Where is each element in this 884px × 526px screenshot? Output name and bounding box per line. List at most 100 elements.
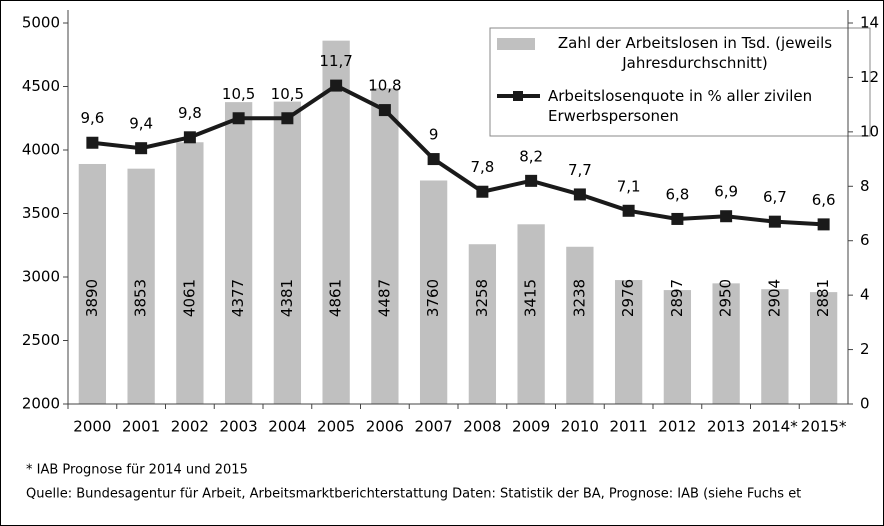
marker xyxy=(768,215,781,228)
x-tick-label: 2004 xyxy=(268,418,306,436)
bar xyxy=(614,280,643,404)
y-tick-label: 2000 xyxy=(22,395,60,413)
x-tick-label: 2007 xyxy=(415,418,453,436)
bar xyxy=(273,101,302,404)
x-tick-label: 2003 xyxy=(220,418,258,436)
line-value-label: 6,8 xyxy=(665,185,689,203)
bar-value-label: 4381 xyxy=(278,279,296,317)
x-tick-label: 2006 xyxy=(366,418,404,436)
bar xyxy=(517,224,545,404)
marker xyxy=(86,136,99,149)
y-tick-label: 4500 xyxy=(22,77,60,95)
line-value-label: 6,7 xyxy=(763,188,787,206)
y-tick-label: 3000 xyxy=(22,268,60,286)
x-tick-label: 2015* xyxy=(801,418,847,436)
x-tick-label: 2008 xyxy=(463,418,501,436)
bar-value-label: 3760 xyxy=(424,279,442,317)
marker xyxy=(817,218,830,231)
line-value-label: 10,8 xyxy=(368,77,401,95)
bar-value-label: 4377 xyxy=(229,279,247,317)
bar xyxy=(176,142,204,405)
y2-tick-label: 2 xyxy=(860,340,870,358)
line-value-label: 9,6 xyxy=(80,109,104,127)
x-tick-label: 2010 xyxy=(561,418,599,436)
x-tick-label: 2005 xyxy=(317,418,355,436)
x-tick-label: 2013 xyxy=(707,418,745,436)
line xyxy=(92,83,824,227)
bar xyxy=(419,180,448,404)
line-value-label: 7,7 xyxy=(568,161,592,179)
line-value-label: 8,2 xyxy=(519,147,543,165)
x-tick-label: 2014* xyxy=(752,418,798,436)
legend-bar-swatch xyxy=(497,38,535,50)
line-value-label: 9 xyxy=(429,126,439,144)
bar-value-label: 4861 xyxy=(327,279,345,317)
marker xyxy=(671,212,684,225)
x-tick-label: 2011 xyxy=(610,418,648,436)
line-value-label: 7,8 xyxy=(470,158,494,176)
y2-tick-label: 12 xyxy=(860,68,879,86)
y2-tick-label: 4 xyxy=(860,286,870,304)
y-tick-label: 4000 xyxy=(22,141,60,159)
bar xyxy=(663,290,692,404)
x-tick-label: 2000 xyxy=(73,418,111,436)
y2-tick-label: 10 xyxy=(860,122,879,140)
line-value-label: 10,5 xyxy=(222,85,255,103)
bar xyxy=(322,40,350,404)
marker xyxy=(427,153,440,166)
bar xyxy=(127,168,155,404)
y-tick-label: 5000 xyxy=(22,14,60,32)
bar-value-label: 3890 xyxy=(83,279,101,317)
bar-value-label: 2897 xyxy=(668,279,686,317)
y-tick-label: 3500 xyxy=(22,204,60,222)
source: Quelle: Bundesagentur für Arbeit, Arbeit… xyxy=(26,487,801,502)
bar-value-label: 3853 xyxy=(132,279,150,317)
x-tick-label: 2009 xyxy=(512,418,550,436)
x-tick-label: 2002 xyxy=(171,418,209,436)
line-value-label: 6,9 xyxy=(714,183,738,201)
legend-label: Zahl der Arbeitslosen in Tsd. (jeweils J… xyxy=(557,34,833,72)
bar xyxy=(371,88,399,404)
x-tick-label: 2001 xyxy=(122,418,160,436)
legend-box xyxy=(489,27,871,137)
line-value-label: 9,8 xyxy=(178,104,202,122)
legend-label: Arbeitslosenquote in % aller zivilen Erw… xyxy=(548,87,813,125)
bar-value-label: 4487 xyxy=(375,279,393,317)
marker xyxy=(281,112,294,125)
bar xyxy=(224,102,253,404)
bar-value-label: 2976 xyxy=(619,279,637,317)
marker xyxy=(720,210,733,223)
marker xyxy=(183,131,196,144)
marker xyxy=(525,174,538,187)
marker xyxy=(330,79,343,92)
bar-value-label: 3238 xyxy=(570,279,588,317)
bar xyxy=(78,163,107,404)
bar xyxy=(712,283,740,404)
bar-value-label: 4061 xyxy=(180,279,198,317)
marker xyxy=(573,188,586,201)
marker xyxy=(378,104,391,117)
marker xyxy=(476,185,489,198)
line-value-label: 11,7 xyxy=(319,52,352,70)
line-value-label: 9,4 xyxy=(129,115,153,133)
y2-tick-label: 14 xyxy=(860,14,879,32)
y2-tick-label: 0 xyxy=(860,395,870,413)
bar-value-label: 3258 xyxy=(473,279,491,317)
footnote: * IAB Prognose für 2014 und 2015 xyxy=(26,463,248,478)
line-value-label: 10,5 xyxy=(271,85,304,103)
bar-value-label: 2904 xyxy=(765,279,783,317)
bar xyxy=(566,246,594,404)
bar xyxy=(468,244,497,404)
legend-marker xyxy=(513,91,523,101)
bar-value-label: 3415 xyxy=(522,279,540,317)
bar xyxy=(809,292,838,404)
bar-value-label: 2950 xyxy=(717,279,735,317)
bar-value-label: 2881 xyxy=(814,279,832,317)
line-value-label: 7,1 xyxy=(617,177,641,195)
y2-tick-label: 8 xyxy=(860,177,870,195)
x-tick-label: 2012 xyxy=(658,418,696,436)
y2-tick-label: 6 xyxy=(860,231,870,249)
marker xyxy=(135,142,148,155)
